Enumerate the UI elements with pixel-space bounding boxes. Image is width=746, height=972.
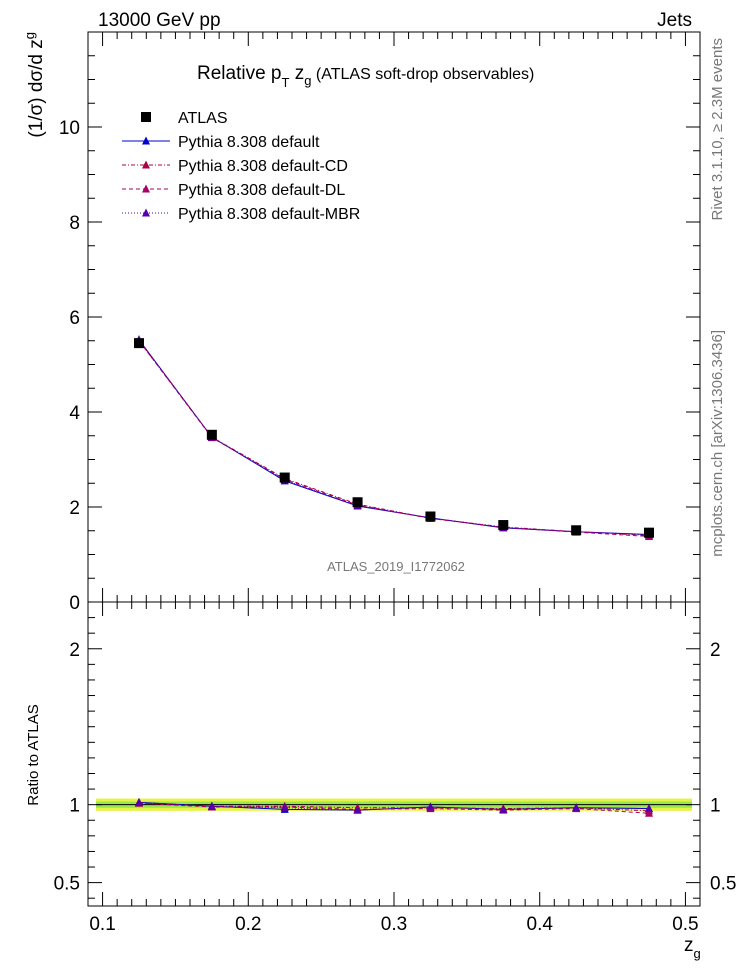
legend-marker <box>142 208 150 217</box>
ratio-point <box>135 797 143 806</box>
ratio-y-tick-label: 1 <box>710 796 721 817</box>
legend-label: Pythia 8.308 default-CD <box>178 158 348 175</box>
series-line <box>138 339 650 536</box>
plot-title: Relative pT zg (ATLAS soft-drop observab… <box>197 63 534 90</box>
x-tick-label: 0.3 <box>381 914 407 935</box>
ratio-point <box>645 808 653 817</box>
header-left: 13000 GeV pp <box>98 10 221 31</box>
data-point <box>498 520 509 531</box>
ylabel-ratio: Ratio to ATLAS <box>25 704 42 805</box>
y-tick-label: 10 <box>59 118 80 139</box>
x-tick-label: 0.1 <box>89 914 115 935</box>
title-sub1: T <box>282 75 290 90</box>
y-tick-label: 6 <box>69 308 80 329</box>
legend-label: Pythia 8.308 default <box>178 134 320 151</box>
data-point <box>425 511 436 522</box>
y-tick-label: 2 <box>69 498 80 519</box>
y-tick-label: 8 <box>69 213 80 234</box>
title-rest: (ATLAS soft-drop observables) <box>311 66 534 83</box>
y-tick-label: 4 <box>69 403 80 424</box>
data-point <box>644 527 654 538</box>
xlabel: zg <box>684 935 701 961</box>
mcplots-label: mcplots.cern.ch [arXiv:1306.3436] <box>709 330 726 557</box>
x-tick-label: 0.2 <box>235 914 261 935</box>
title-main: Relative p <box>197 63 282 84</box>
ratio-point <box>499 804 508 813</box>
ratio-point <box>572 803 581 812</box>
ratio-point <box>353 805 362 814</box>
x-tick-label: 0.4 <box>527 914 554 935</box>
y-tick-label: 0 <box>69 593 80 614</box>
ratio-point <box>207 801 216 810</box>
legend-marker <box>142 160 150 169</box>
title-sub2: g <box>304 73 311 88</box>
data-point <box>279 472 290 483</box>
x-tick-label: 0.5 <box>672 914 698 935</box>
ratio-y-tick-label: 0.5 <box>710 874 736 895</box>
ratio-panel: 0.1 0.2 0.3 0.4 0.5 0.5 0.5 1 1 2 2 <box>54 601 736 935</box>
analysis-watermark: ATLAS_2019_I1772062 <box>327 559 465 574</box>
ylabel-main: (1/σ) dσ/d zg <box>22 32 47 138</box>
legend-marker <box>142 136 150 145</box>
ratio-y-tick-label: 1 <box>69 796 80 817</box>
ratio-point <box>645 804 653 813</box>
header-right: Jets <box>657 10 692 31</box>
rivet-label: Rivet 3.1.10, ≥ 2.3M events <box>709 38 726 221</box>
ratio-y-tick-label: 0.5 <box>54 874 80 895</box>
ratio-point <box>280 803 289 812</box>
ratio-frame <box>87 601 701 907</box>
ratio-point <box>426 802 435 811</box>
ratio-y-tick-label: 2 <box>710 640 721 661</box>
ratio-line <box>138 802 650 812</box>
data-point <box>206 429 217 440</box>
data-point <box>134 338 144 349</box>
series-line <box>138 340 650 536</box>
title-mid: z <box>289 63 304 84</box>
data-point <box>352 497 363 508</box>
ratio-y-tick-label: 2 <box>69 640 80 661</box>
main-panel: 0 2 4 6 8 10 <box>59 31 701 614</box>
legend-label: Pythia 8.308 default-DL <box>178 182 345 199</box>
legend-label: Pythia 8.308 default-MBR <box>178 206 360 223</box>
data-point <box>571 525 582 536</box>
legend-marker <box>142 184 150 193</box>
legend: ATLAS Pythia 8.308 default Pythia 8.308 de… <box>122 110 360 223</box>
ratio-line <box>138 801 650 811</box>
legend-label: ATLAS <box>178 110 228 127</box>
legend-marker <box>141 112 151 122</box>
